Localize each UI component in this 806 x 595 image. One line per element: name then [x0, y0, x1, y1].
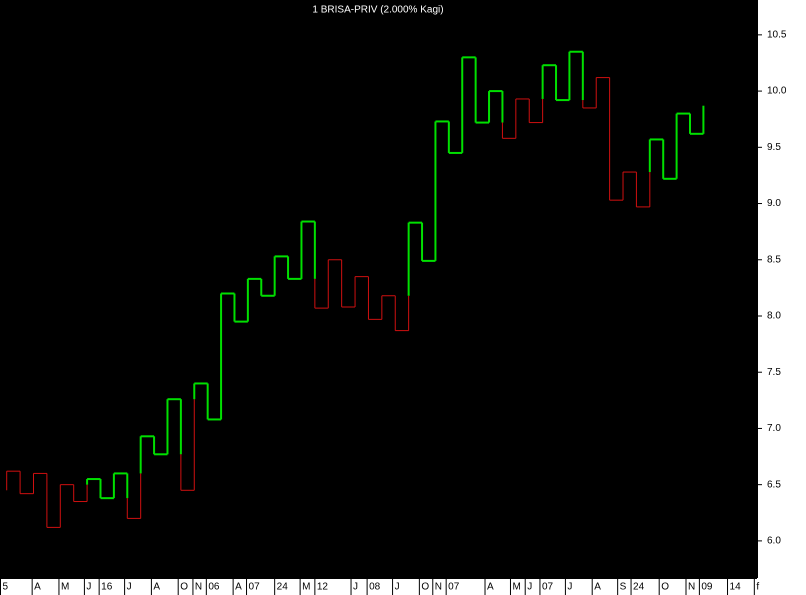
y-tick-label: 9.5 — [767, 142, 781, 153]
x-tick-label: A — [153, 582, 160, 593]
y-tick-label: 10.0 — [767, 86, 787, 97]
x-tick-label: M — [61, 582, 69, 593]
x-tick-label: N — [195, 582, 202, 593]
x-tick-label: 24 — [633, 582, 645, 593]
x-tick-label: 24 — [277, 582, 289, 593]
x-tick-label: 12 — [317, 582, 329, 593]
x-tick-label: 09 — [701, 582, 713, 593]
x-tick-label: J — [353, 582, 358, 593]
y-tick-label: 8.0 — [767, 311, 781, 322]
x-tick-label: 06 — [208, 582, 220, 593]
y-tick-label: 7.5 — [767, 367, 781, 378]
x-tick-label: M — [302, 582, 310, 593]
x-tick-label: N — [435, 582, 442, 593]
x-tick-label: O — [421, 582, 429, 593]
x-tick-label: A — [34, 582, 41, 593]
x-tick-label: J — [567, 582, 572, 593]
x-tick-label: J — [527, 582, 532, 593]
x-tick-label: O — [661, 582, 669, 593]
y-tick-label: 9.0 — [767, 198, 781, 209]
x-tick-label: 07 — [542, 582, 554, 593]
x-tick-label: S — [620, 582, 627, 593]
x-tick-label: 08 — [369, 582, 381, 593]
x-tick-label: 07 — [448, 582, 460, 593]
y-tick-label: 7.0 — [767, 423, 781, 434]
x-tick-label: O — [180, 582, 188, 593]
x-tick-label: J — [86, 582, 91, 593]
y-tick-label: 6.5 — [767, 479, 781, 490]
x-tick-label: A — [594, 582, 601, 593]
x-tick-label: J — [395, 582, 400, 593]
x-tick-label: J — [127, 582, 132, 593]
y-tick-label: 8.5 — [767, 254, 781, 265]
x-tick-label: A — [487, 582, 494, 593]
y-tick-label: 10.5 — [767, 30, 787, 41]
x-tick-label: 07 — [249, 582, 261, 593]
x-tick-label: M — [512, 582, 520, 593]
plot-area — [0, 0, 757, 578]
x-tick-label: 16 — [101, 582, 113, 593]
chart-title: 1 BRISA-PRIV (2.000% Kagi) — [312, 5, 443, 16]
y-tick-label: 6.0 — [767, 536, 781, 547]
x-tick-label: A — [235, 582, 242, 593]
x-tick-label: 14 — [730, 582, 742, 593]
x-tick-label: 5 — [3, 582, 9, 593]
x-tick-label: f — [756, 582, 759, 593]
x-tick-label: N — [688, 582, 695, 593]
